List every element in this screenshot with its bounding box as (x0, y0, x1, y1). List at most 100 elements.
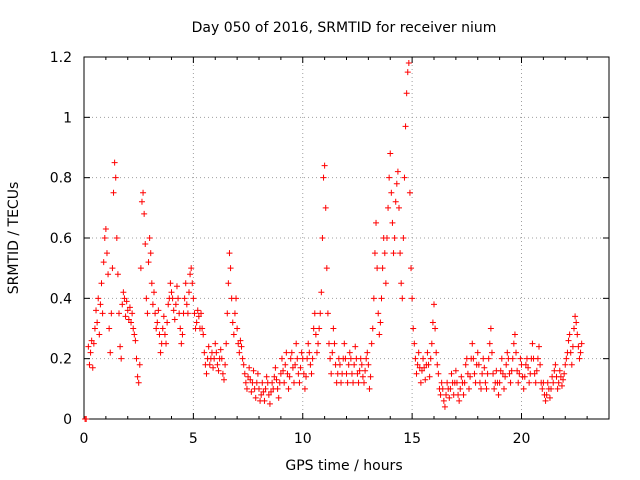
data-point (100, 259, 107, 266)
data-point (457, 385, 464, 392)
data-point (291, 379, 297, 386)
data-point (248, 388, 255, 395)
ticks-layer: 0 5 10 15 20 0 0.2 0.4 0.6 0.8 1 1.2 (50, 50, 609, 447)
data-point (295, 370, 302, 377)
data-point (324, 310, 331, 317)
data-point (131, 331, 138, 338)
data-point (106, 325, 113, 332)
data-point (186, 289, 192, 296)
data-point (145, 259, 152, 266)
data-point (246, 364, 253, 371)
data-point (121, 295, 128, 302)
data-point (355, 379, 362, 386)
data-point (288, 349, 295, 356)
data-point (253, 379, 260, 386)
data-point (365, 361, 372, 368)
data-point (446, 394, 453, 401)
data-point (362, 367, 369, 374)
data-point (284, 370, 291, 377)
data-point (240, 361, 247, 368)
data-point (157, 349, 164, 356)
data-point (147, 250, 154, 257)
data-point (114, 271, 121, 278)
data-point (358, 361, 365, 368)
data-point (307, 361, 314, 368)
data-point (225, 280, 232, 287)
data-point (381, 250, 388, 257)
data-point (94, 319, 101, 326)
data-point (522, 361, 529, 368)
data-point (217, 346, 224, 353)
data-point (286, 373, 293, 380)
data-point (550, 379, 557, 386)
data-point (566, 331, 573, 338)
data-point (368, 340, 375, 347)
data-point (532, 379, 539, 386)
data-point (91, 325, 98, 332)
data-point (469, 340, 476, 347)
data-point (258, 391, 265, 398)
data-point (374, 265, 381, 272)
data-point (482, 379, 489, 386)
data-point (256, 385, 262, 392)
data-point (119, 301, 126, 308)
data-point (103, 250, 110, 257)
data-point (85, 343, 92, 350)
data-point (259, 379, 266, 386)
data-point (453, 379, 460, 386)
data-point (214, 361, 221, 368)
data-point (575, 343, 582, 350)
data-point (187, 271, 194, 278)
data-point (126, 304, 133, 311)
data-point (138, 198, 145, 205)
data-point (567, 349, 574, 356)
data-point (211, 355, 218, 362)
data-point (576, 355, 583, 362)
data-point (177, 325, 184, 332)
data-point (210, 364, 217, 371)
data-point (266, 400, 273, 407)
data-point (136, 361, 143, 368)
data-point (478, 385, 485, 392)
data-point (363, 355, 370, 362)
data-point (467, 373, 474, 380)
data-point (464, 370, 471, 377)
data-point (296, 379, 303, 386)
data-point (238, 343, 245, 350)
data-point (443, 391, 450, 398)
data-point (441, 403, 448, 410)
x-tick-label: 5 (189, 431, 198, 447)
data-point (425, 361, 432, 368)
data-point (165, 301, 172, 308)
data-point (502, 373, 509, 380)
data-point (466, 385, 472, 392)
data-point (357, 355, 364, 362)
data-point (514, 367, 521, 374)
data-point (212, 340, 219, 347)
data-point (499, 370, 506, 377)
data-point (181, 295, 188, 302)
data-point (382, 280, 389, 287)
data-point (321, 162, 328, 169)
data-point (558, 382, 565, 389)
data-point (481, 364, 488, 371)
data-point (227, 265, 234, 272)
data-point (537, 361, 544, 368)
data-point (470, 355, 477, 362)
data-point (456, 397, 463, 404)
data-point (108, 310, 115, 317)
data-point (344, 379, 351, 386)
data-point (268, 388, 275, 395)
data-point (393, 180, 400, 187)
data-point (552, 361, 559, 368)
data-point (169, 295, 176, 302)
data-point (239, 355, 246, 362)
data-point (571, 325, 577, 332)
data-point (490, 370, 497, 377)
data-point (252, 394, 259, 401)
data-point (426, 373, 433, 380)
data-point (113, 235, 120, 241)
data-point (242, 379, 249, 386)
x-axis-label: GPS time / hours (285, 458, 402, 474)
data-point (401, 174, 408, 181)
